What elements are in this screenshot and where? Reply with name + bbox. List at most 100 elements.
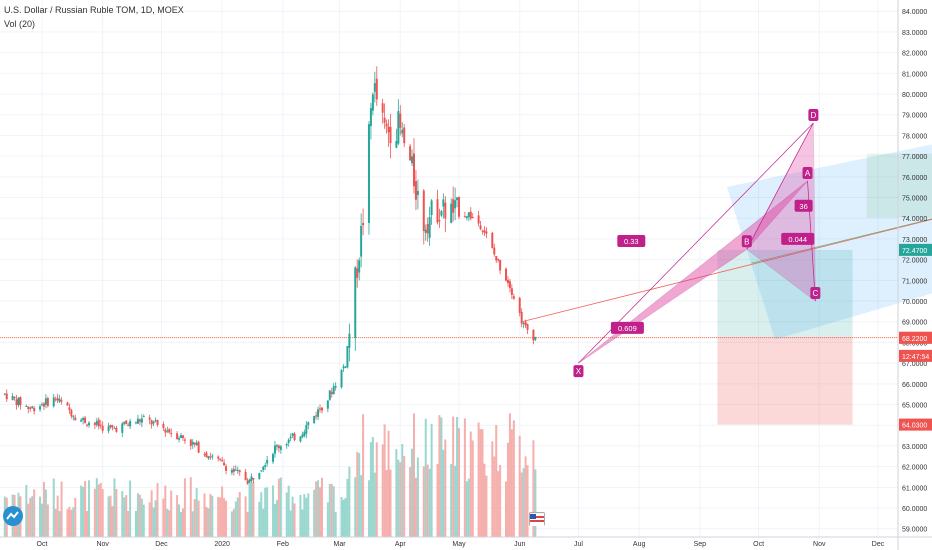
volume-bar (467, 478, 470, 537)
candle-body (31, 406, 34, 408)
volume-bar (303, 494, 306, 537)
candle-body (148, 417, 151, 420)
candle-body (389, 126, 392, 144)
candle-body (5, 393, 8, 400)
x-tick-label: Sep (694, 541, 707, 548)
candle-body (93, 422, 96, 425)
logo-mark-icon (6, 511, 19, 520)
candle-body (97, 419, 100, 427)
volume-bar (505, 481, 508, 537)
symbol-title[interactable]: U.S. Dollar / Russian Ruble TOM, 1D, MOE… (4, 5, 184, 15)
candle-body (493, 247, 496, 255)
x-tick-label: Apr (395, 541, 407, 548)
volume-bar (444, 439, 447, 537)
volume-bar (395, 449, 398, 537)
y-tick-label: 60.0000 (902, 506, 927, 513)
volume-bar (493, 456, 496, 537)
candle-body (125, 420, 128, 424)
candle-body (46, 398, 49, 406)
candle-body (168, 429, 171, 433)
candle-body (248, 479, 251, 482)
volume-bar (107, 496, 110, 537)
y-tick-label: 80.0000 (902, 92, 927, 99)
volume-bar (272, 485, 275, 537)
volume-bar (101, 489, 104, 537)
candle-body (317, 409, 320, 417)
volume-bar (328, 484, 331, 537)
candle-body (412, 153, 415, 187)
volume-bar (223, 498, 226, 537)
volume-bar (42, 481, 45, 537)
candle-body (156, 420, 159, 425)
volume-bar (315, 481, 318, 537)
volume-bar (506, 442, 509, 537)
y-tick-label: 82.0000 (902, 51, 927, 58)
candle-body (471, 217, 474, 219)
candle-body (534, 337, 537, 340)
volume-bar (275, 500, 278, 537)
candle-body (381, 103, 384, 113)
candle-body (136, 418, 139, 424)
candle-body (291, 433, 294, 436)
y-tick-label: 66.0000 (902, 382, 927, 389)
candle-body (189, 439, 192, 446)
y-tick-label: 76.0000 (902, 175, 927, 182)
candle-body (354, 267, 357, 339)
candle-body (346, 346, 349, 368)
volume-bar (373, 472, 376, 537)
pattern-point-label: A (805, 169, 811, 178)
x-tick-label: Feb (277, 541, 289, 548)
volume-bar (195, 488, 198, 537)
candle-body (326, 400, 329, 409)
candle-body (485, 231, 488, 234)
candle-body (465, 216, 468, 219)
y-tick-label: 78.0000 (902, 133, 927, 140)
tradingview-logo-icon[interactable] (3, 506, 23, 526)
y-tick-label: 68.0000 (902, 340, 927, 347)
x-tick-label: Nov (813, 541, 826, 548)
volume-bar (279, 477, 282, 537)
event-flag-icon[interactable] (529, 512, 545, 526)
volume-bar (356, 451, 359, 537)
candle-body (422, 190, 425, 231)
volume-bar (125, 495, 128, 537)
candle-body (109, 424, 112, 428)
ratio-label: 0.33 (624, 237, 639, 246)
chart-legend: U.S. Dollar / Russian Ruble TOM, 1D, MOE… (4, 3, 184, 31)
volume-bar (156, 483, 159, 537)
candle-body (383, 117, 386, 123)
volume-bar (409, 467, 412, 537)
candle-body (152, 421, 155, 424)
candle-body (82, 418, 85, 421)
candle-body (409, 146, 412, 161)
price-axis: 59.000060.000061.000062.000063.000064.00… (897, 0, 927, 550)
candle-body (252, 478, 255, 480)
volume-bar (150, 490, 153, 537)
candle-body (195, 442, 198, 446)
indicator-title[interactable]: Vol (20) (4, 19, 36, 29)
volume-bar (238, 491, 241, 537)
volume-bar (168, 510, 171, 537)
candle-body (205, 452, 208, 458)
candle-body (452, 199, 455, 213)
volume-bar (403, 455, 406, 537)
candle-body (33, 407, 36, 412)
volume-bar (491, 441, 494, 537)
volume-bar (39, 496, 42, 537)
candle-body (250, 476, 253, 481)
volume-bar (148, 502, 151, 537)
volume-bar (260, 492, 263, 537)
volume-bar (371, 437, 374, 537)
volume-bar (497, 471, 500, 537)
candle-body (497, 258, 500, 261)
candle-body (401, 129, 404, 134)
candle-body (113, 427, 116, 429)
candle-body (362, 223, 365, 226)
volume-bar (477, 422, 480, 537)
volume-bar (454, 465, 457, 537)
candle-body (287, 439, 290, 443)
candle-body (72, 416, 75, 418)
candle-body (246, 480, 249, 484)
candle-body (219, 458, 222, 460)
